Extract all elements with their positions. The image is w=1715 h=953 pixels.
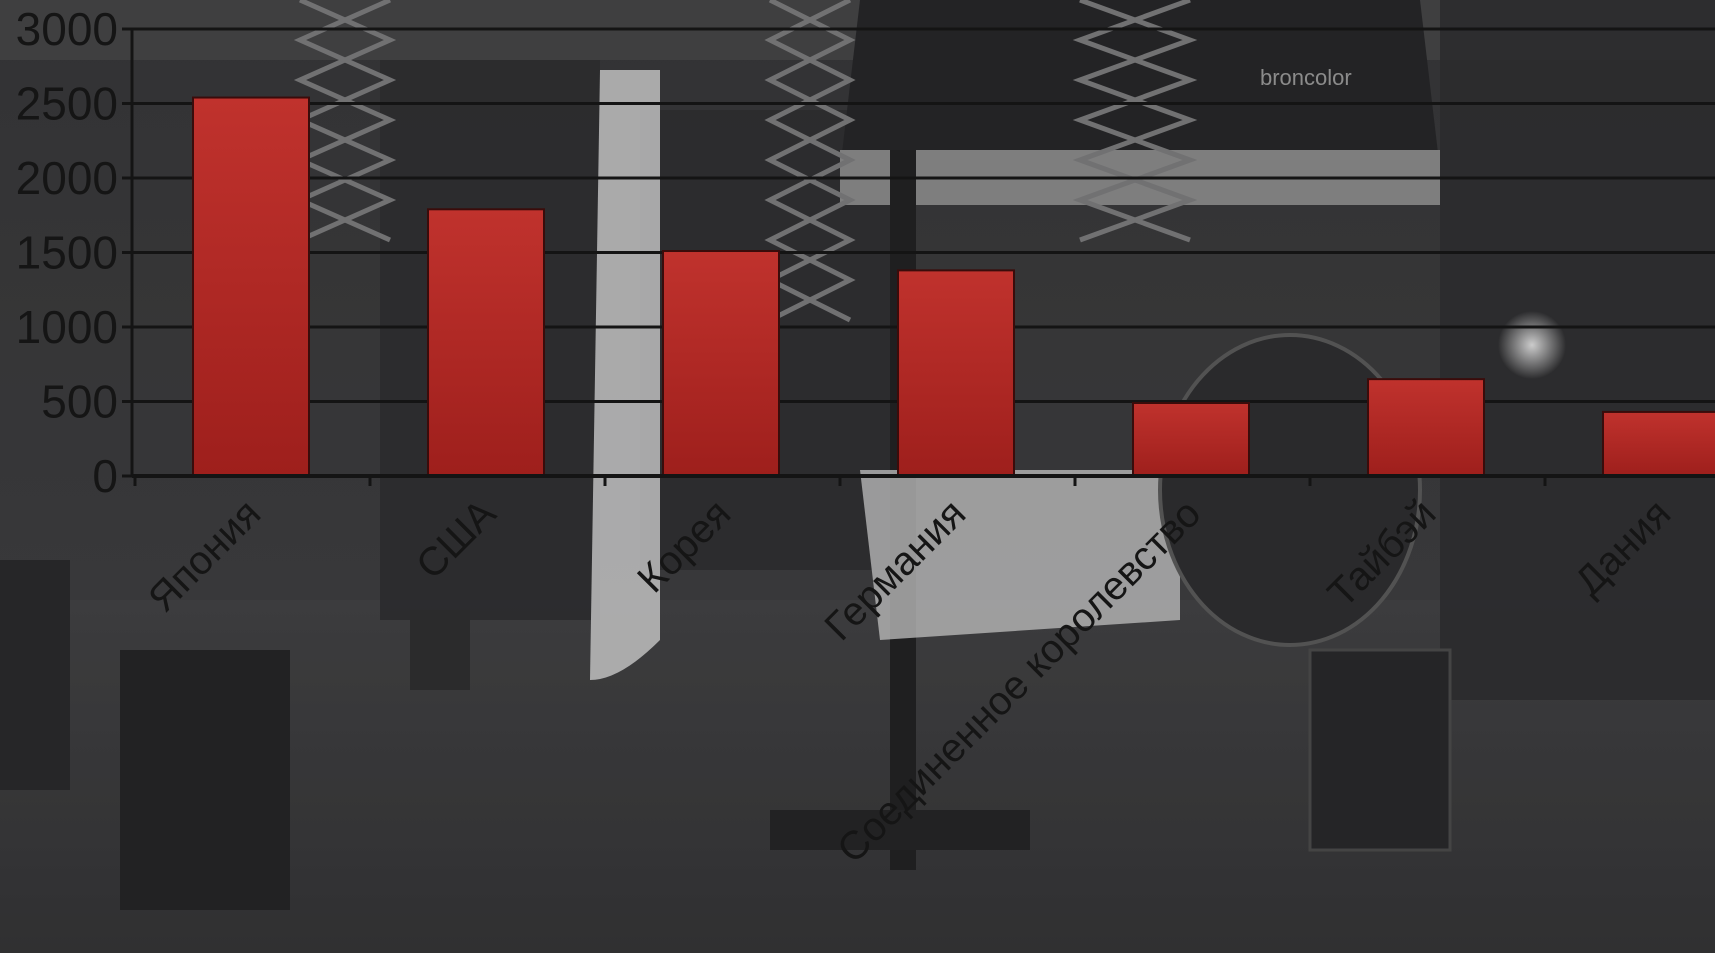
y-tick-label: 0 [92, 450, 118, 502]
bar-5 [1132, 401, 1250, 477]
bar-6 [1367, 378, 1485, 477]
y-tick-label: 500 [41, 376, 118, 428]
y-tick-label: 3000 [16, 3, 118, 55]
x-category-label: Корея [629, 491, 739, 601]
bar-2 [427, 208, 545, 477]
x-category-label: Япония [140, 491, 269, 620]
x-category-label: Тайбэй [1320, 491, 1445, 616]
y-tick-label: 1000 [16, 301, 118, 353]
bar-3 [662, 250, 780, 477]
broncolor-logo: broncolor [1260, 65, 1352, 90]
bar-1 [192, 96, 310, 477]
x-category-label: США [408, 491, 505, 588]
bar-7 [1602, 410, 1715, 477]
bars [192, 96, 1715, 477]
y-axis: 0 500 1000 1500 2000 2500 3000 [16, 3, 134, 502]
y-tick-label: 1500 [16, 227, 118, 279]
x-category-label: Дания [1567, 491, 1680, 604]
y-tick-label: 2000 [16, 152, 118, 204]
bar-4 [897, 269, 1015, 477]
y-tick-label: 2500 [16, 78, 118, 130]
x-category-label: Германия [816, 491, 974, 649]
